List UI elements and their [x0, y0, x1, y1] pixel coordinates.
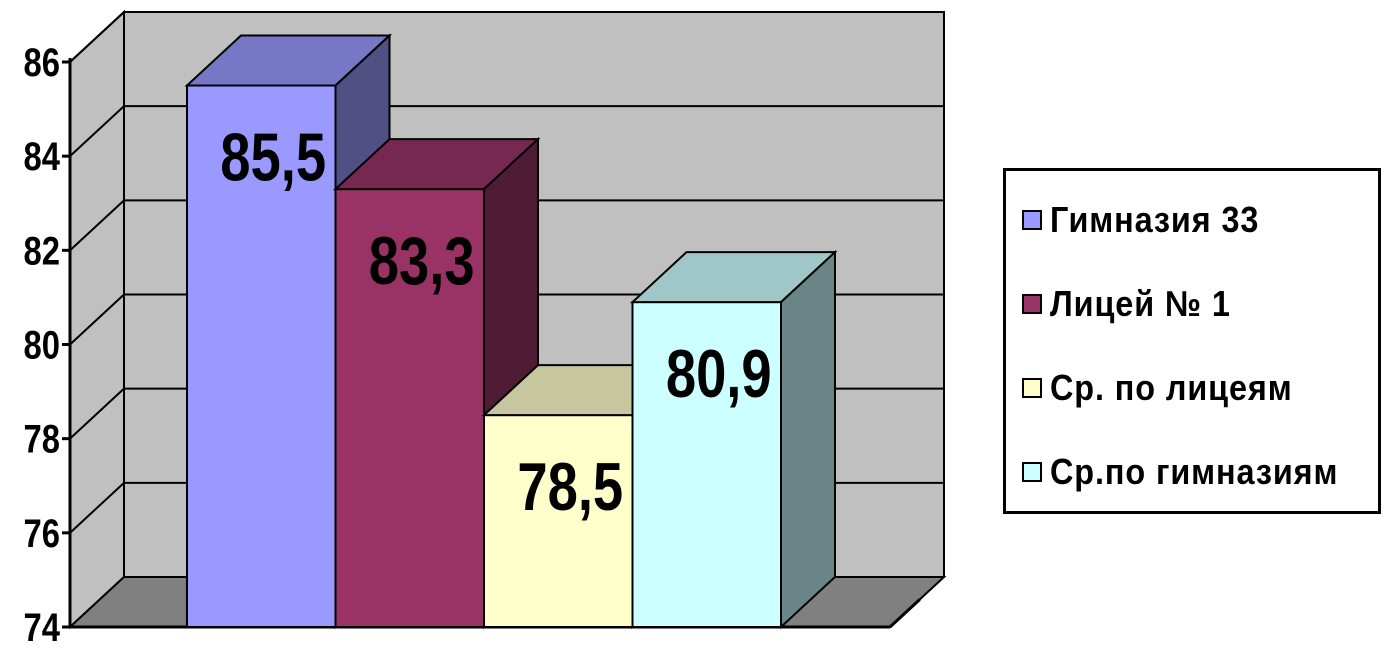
- gridline-side: [69, 482, 125, 534]
- y-tick-label: 76: [24, 511, 60, 556]
- y-tick-label: 82: [24, 228, 60, 273]
- legend-label: Ср.по гимназиям: [1050, 451, 1339, 492]
- legend-swatch: [1022, 378, 1042, 398]
- gridline-side: [69, 387, 125, 440]
- floor-edge: [888, 598, 921, 629]
- y-tick-label: 84: [24, 134, 61, 179]
- data-label: 85,5: [220, 120, 326, 196]
- gridline-side: [69, 199, 125, 252]
- bar: [629, 249, 838, 630]
- y-tick-label: 74: [24, 605, 61, 648]
- data-label: 78,5: [517, 449, 623, 525]
- gridline-side: [69, 293, 125, 346]
- legend-item: Ср. по лицеям: [1022, 367, 1320, 409]
- y-tick-label: 78: [24, 417, 60, 462]
- legend-swatch: [1022, 210, 1042, 230]
- bar-side: [780, 249, 836, 630]
- legend-label: Гимназия 33: [1050, 199, 1260, 240]
- data-labels: 85,5 83,3 78,5 80,9: [220, 120, 771, 526]
- legend-swatch: [1022, 294, 1042, 314]
- legend: Гимназия 33 Лицей № 1 Ср. по лицеям Ср.п…: [1003, 168, 1381, 514]
- data-label: 80,9: [666, 336, 772, 412]
- y-tick-label: 80: [24, 322, 60, 367]
- bars: [184, 33, 838, 630]
- data-label: 83,3: [369, 223, 475, 299]
- legend-item: Лицей № 1: [1022, 283, 1251, 325]
- gridline-side: [69, 105, 125, 157]
- gridline-side: [69, 11, 125, 63]
- legend-item: Гимназия 33: [1022, 199, 1283, 241]
- legend-swatch: [1022, 462, 1042, 482]
- y-tick-label: 86: [24, 40, 60, 85]
- legend-item: Ср.по гимназиям: [1022, 451, 1370, 493]
- legend-label: Лицей № 1: [1050, 283, 1231, 324]
- legend-label: Ср. по лицеям: [1050, 367, 1293, 408]
